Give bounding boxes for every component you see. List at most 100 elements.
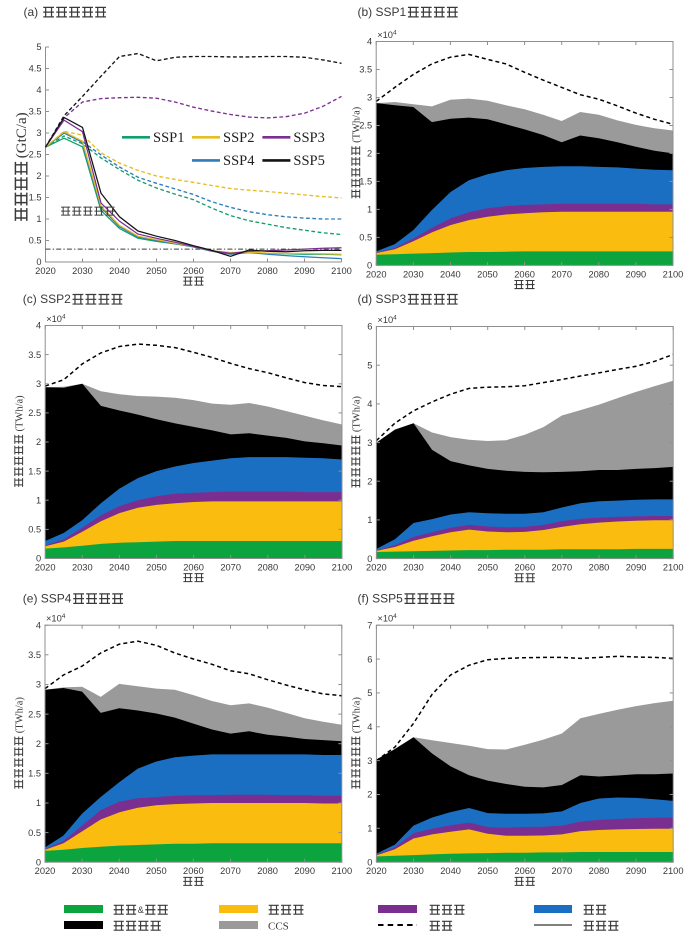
svg-text:SSP4: SSP4 xyxy=(223,153,255,169)
svg-text:3.5: 3.5 xyxy=(28,350,41,360)
svg-text:0: 0 xyxy=(367,554,372,564)
svg-text:3.5: 3.5 xyxy=(29,107,42,117)
svg-text:(f) SSP5: (f) SSP5 xyxy=(358,592,404,606)
svg-text:2040: 2040 xyxy=(440,563,461,573)
svg-text:2090: 2090 xyxy=(295,563,316,573)
svg-text:2020: 2020 xyxy=(35,866,56,876)
svg-text:2080: 2080 xyxy=(257,866,278,876)
svg-text:2: 2 xyxy=(36,437,41,447)
svg-text:0.5: 0.5 xyxy=(29,236,42,246)
svg-text:(TWh/a): (TWh/a) xyxy=(352,697,363,734)
svg-text:2050: 2050 xyxy=(146,866,167,876)
svg-text:1: 1 xyxy=(36,798,41,808)
svg-text:2050: 2050 xyxy=(477,563,498,573)
svg-text:(e) SSP4: (e) SSP4 xyxy=(23,592,72,606)
svg-text:1: 1 xyxy=(36,495,41,505)
svg-text:0: 0 xyxy=(36,857,41,867)
svg-text:2040: 2040 xyxy=(440,269,461,279)
svg-text:1: 1 xyxy=(367,824,372,834)
svg-text:(TWh/a): (TWh/a) xyxy=(352,395,363,432)
svg-text:2050: 2050 xyxy=(477,866,498,876)
svg-text:4: 4 xyxy=(36,620,41,630)
svg-text:4.5: 4.5 xyxy=(29,64,42,74)
svg-text:1: 1 xyxy=(367,205,372,215)
svg-text:2.5: 2.5 xyxy=(28,709,41,719)
svg-text:1.5: 1.5 xyxy=(28,466,41,476)
svg-text:0: 0 xyxy=(36,257,41,267)
svg-text:0: 0 xyxy=(367,261,372,271)
svg-text:2100: 2100 xyxy=(663,866,684,876)
svg-text:×104: ×104 xyxy=(46,314,66,325)
svg-text:2060: 2060 xyxy=(514,269,535,279)
svg-text:2040: 2040 xyxy=(440,866,461,876)
svg-text:×104: ×104 xyxy=(377,613,397,624)
svg-text:3.5: 3.5 xyxy=(28,650,41,660)
svg-text:2030: 2030 xyxy=(72,266,93,276)
svg-text:2080: 2080 xyxy=(257,266,278,276)
svg-text:SSP3: SSP3 xyxy=(293,130,324,146)
svg-text:4: 4 xyxy=(36,85,41,95)
svg-text:2040: 2040 xyxy=(109,563,130,573)
svg-text:5: 5 xyxy=(367,360,372,370)
svg-text:2070: 2070 xyxy=(220,866,241,876)
svg-text:CCS: CCS xyxy=(268,921,289,933)
svg-text:0.5: 0.5 xyxy=(28,525,41,535)
svg-text:2060: 2060 xyxy=(514,563,535,573)
svg-text:(GtC/a): (GtC/a) xyxy=(14,112,30,158)
svg-text:3: 3 xyxy=(367,438,372,448)
svg-text:SSP5: SSP5 xyxy=(293,153,324,169)
svg-text:2030: 2030 xyxy=(403,563,424,573)
svg-text:2050: 2050 xyxy=(146,266,167,276)
svg-text:×104: ×104 xyxy=(377,315,397,326)
svg-text:(TWh/a): (TWh/a) xyxy=(352,106,363,143)
svg-text:2.5: 2.5 xyxy=(359,121,372,131)
svg-text:(b) SSP1: (b) SSP1 xyxy=(358,5,407,19)
svg-text:2020: 2020 xyxy=(366,866,387,876)
svg-text:&: & xyxy=(138,905,144,915)
svg-text:×104: ×104 xyxy=(46,613,66,624)
svg-text:3: 3 xyxy=(36,128,41,138)
svg-text:(TWh/a): (TWh/a) xyxy=(15,697,26,734)
svg-text:2020: 2020 xyxy=(366,269,387,279)
svg-text:6: 6 xyxy=(367,654,372,664)
svg-text:2090: 2090 xyxy=(294,266,315,276)
svg-text:SSP1: SSP1 xyxy=(153,130,184,146)
svg-text:2: 2 xyxy=(367,790,372,800)
svg-text:1.5: 1.5 xyxy=(29,193,42,203)
svg-text:2: 2 xyxy=(36,171,41,181)
svg-text:1: 1 xyxy=(367,515,372,525)
svg-text:2100: 2100 xyxy=(332,563,353,573)
svg-text:4: 4 xyxy=(367,722,372,732)
svg-text:2080: 2080 xyxy=(588,269,609,279)
svg-text:2090: 2090 xyxy=(626,269,647,279)
svg-text:2060: 2060 xyxy=(514,866,535,876)
svg-text:2050: 2050 xyxy=(477,269,498,279)
svg-text:2: 2 xyxy=(367,476,372,486)
svg-text:(d) SSP3: (d) SSP3 xyxy=(358,292,407,306)
svg-text:3: 3 xyxy=(367,93,372,103)
svg-text:2070: 2070 xyxy=(551,269,572,279)
svg-text:1: 1 xyxy=(36,214,41,224)
svg-text:2020: 2020 xyxy=(366,563,387,573)
svg-text:2040: 2040 xyxy=(109,866,130,876)
svg-text:6: 6 xyxy=(367,322,372,332)
svg-text:2080: 2080 xyxy=(589,563,610,573)
svg-text:5: 5 xyxy=(367,688,372,698)
svg-text:1.5: 1.5 xyxy=(28,769,41,779)
svg-text:2090: 2090 xyxy=(294,866,315,876)
svg-text:2090: 2090 xyxy=(626,866,647,876)
svg-text:(a): (a) xyxy=(24,5,39,19)
svg-text:0.5: 0.5 xyxy=(359,233,372,243)
svg-text:2030: 2030 xyxy=(72,563,93,573)
svg-text:2040: 2040 xyxy=(109,266,130,276)
svg-text:0: 0 xyxy=(36,554,41,564)
svg-text:2100: 2100 xyxy=(331,266,352,276)
svg-text:2100: 2100 xyxy=(331,866,352,876)
svg-text:2030: 2030 xyxy=(403,269,424,279)
svg-text:(TWh/a): (TWh/a) xyxy=(15,395,26,432)
svg-text:2: 2 xyxy=(367,149,372,159)
svg-text:0: 0 xyxy=(367,857,372,867)
svg-text:4: 4 xyxy=(367,399,372,409)
svg-text:3: 3 xyxy=(367,756,372,766)
svg-text:3: 3 xyxy=(36,680,41,690)
